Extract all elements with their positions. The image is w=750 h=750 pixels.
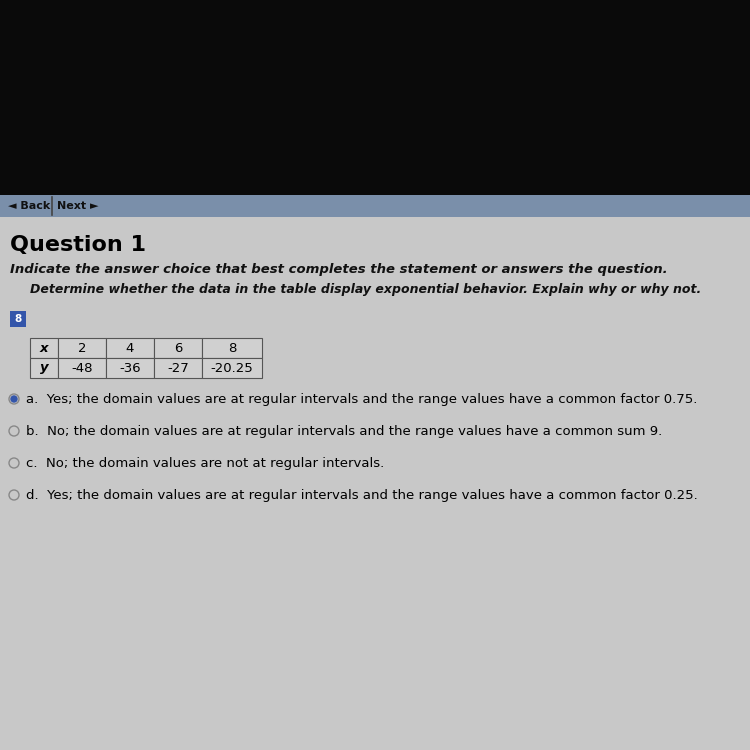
Bar [154,358,202,378]
Bar [0,0,750,195]
Circle shape [11,396,17,402]
Text: y: y [40,362,48,374]
Bar [202,338,262,358]
Text: x: x [40,341,48,355]
Text: Next ►: Next ► [57,201,98,211]
Text: -36: -36 [119,362,141,374]
Text: c.  No; the domain values are not at regular intervals.: c. No; the domain values are not at regu… [26,457,384,470]
Text: 8: 8 [14,314,22,324]
Text: Determine whether the data in the table display exponential behavior. Explain wh: Determine whether the data in the table … [30,283,701,296]
Text: 4: 4 [126,341,134,355]
Bar [10,311,26,327]
Text: -27: -27 [167,362,189,374]
Text: a.  Yes; the domain values are at regular intervals and the range values have a : a. Yes; the domain values are at regular… [26,392,698,406]
Text: ◄ Back: ◄ Back [8,201,50,211]
Text: Question 1: Question 1 [10,235,146,255]
Bar [154,338,202,358]
Bar [58,358,106,378]
Text: 6: 6 [174,341,182,355]
Text: 8: 8 [228,341,236,355]
Text: -20.25: -20.25 [211,362,254,374]
Bar [58,338,106,358]
Bar [30,338,58,358]
Text: 2: 2 [78,341,86,355]
Bar [202,358,262,378]
Text: Indicate the answer choice that best completes the statement or answers the ques: Indicate the answer choice that best com… [10,263,668,276]
Bar [106,338,154,358]
Text: d.  Yes; the domain values are at regular intervals and the range values have a : d. Yes; the domain values are at regular… [26,488,698,502]
Bar [0,195,750,217]
Bar [30,358,58,378]
Bar [106,358,154,378]
Text: b.  No; the domain values are at regular intervals and the range values have a c: b. No; the domain values are at regular … [26,424,662,437]
Text: -48: -48 [71,362,93,374]
